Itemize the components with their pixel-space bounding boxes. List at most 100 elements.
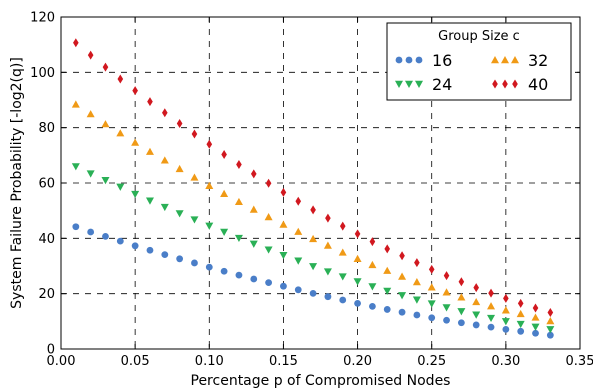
data-point (532, 329, 539, 337)
data-point (487, 314, 496, 323)
legend-item-32: 32 (491, 51, 548, 70)
data-point (102, 232, 109, 240)
data-point (175, 164, 184, 173)
data-point (354, 229, 361, 239)
data-point (116, 183, 125, 191)
data-point (353, 278, 362, 286)
legend-marker (405, 56, 413, 64)
legend-marker (511, 56, 519, 64)
data-point (546, 317, 555, 325)
legend-marker (502, 79, 508, 89)
data-point (175, 210, 184, 218)
data-point (145, 147, 154, 155)
data-point (383, 287, 392, 295)
data-point (501, 306, 510, 314)
data-point (279, 252, 288, 260)
data-point (176, 119, 183, 129)
data-point (206, 139, 213, 149)
data-point (501, 318, 510, 326)
data-point (310, 205, 316, 215)
data-point (516, 309, 525, 318)
data-point (250, 169, 257, 179)
data-point (309, 234, 318, 243)
data-point (398, 272, 407, 280)
data-point (86, 170, 95, 178)
data-point (457, 293, 466, 301)
data-point (412, 278, 421, 286)
legend-label: 32 (528, 51, 548, 70)
legend-item-40: 40 (492, 75, 548, 94)
data-point (249, 240, 258, 248)
legend-marker (512, 79, 518, 89)
data-point (531, 323, 540, 331)
x-tick-label: 0.00 (47, 354, 76, 369)
data-point (413, 311, 421, 319)
legend-items: 16 24 32 40 (395, 51, 548, 94)
data-point (131, 242, 139, 250)
data-point (457, 319, 465, 327)
data-point (87, 50, 94, 60)
data-point (132, 86, 138, 96)
data-point (412, 296, 421, 304)
series-32 (71, 100, 555, 325)
data-point (473, 283, 479, 293)
y-tick-label: 20 (38, 287, 55, 302)
data-point (234, 197, 243, 206)
legend-label: 24 (432, 75, 452, 94)
data-point (191, 129, 198, 139)
data-point (86, 110, 95, 118)
data-point (116, 129, 125, 137)
data-point (162, 108, 168, 118)
data-point (368, 260, 377, 269)
data-point (147, 97, 153, 107)
x-tick-label: 0.10 (195, 354, 224, 369)
x-tick-label: 0.15 (269, 354, 298, 369)
data-point (87, 228, 95, 236)
data-point (309, 263, 318, 271)
legend-marker (395, 56, 403, 64)
legend-label: 16 (432, 51, 452, 70)
data-point (531, 313, 540, 321)
data-point (398, 308, 406, 316)
data-point (323, 241, 332, 249)
data-point (295, 196, 302, 206)
legend-item-16: 16 (395, 51, 452, 70)
data-point (160, 203, 169, 212)
data-point (220, 228, 229, 236)
data-point (131, 138, 140, 146)
data-point (205, 222, 214, 230)
data-point (472, 297, 481, 306)
data-point (235, 271, 243, 279)
data-point (339, 296, 347, 304)
data-point (71, 100, 80, 108)
y-tick-label: 0 (47, 343, 55, 358)
legend-marker (501, 56, 509, 64)
data-point (398, 292, 407, 300)
data-point (72, 223, 80, 231)
data-point (487, 302, 496, 310)
data-point (205, 181, 214, 189)
data-point (442, 288, 451, 296)
legend-marker (492, 79, 498, 89)
data-point (547, 307, 554, 317)
data-point (309, 289, 317, 297)
data-point (428, 314, 436, 322)
data-point (250, 275, 258, 283)
data-point (427, 300, 436, 308)
data-point (265, 279, 272, 286)
y-tick-label: 120 (30, 11, 55, 26)
data-point (190, 216, 199, 224)
data-point (546, 326, 555, 334)
data-point (101, 177, 110, 185)
data-point (384, 244, 391, 254)
x-tick-label: 0.20 (343, 354, 372, 369)
data-point (234, 234, 243, 243)
y-tick-label: 60 (38, 177, 55, 192)
data-point (294, 286, 302, 294)
data-point (323, 268, 332, 276)
data-point (339, 221, 346, 231)
axis-ticks: 0.00 0.05 0.10 0.15 0.20 0.25 0.30 0.35 0 20 40 60 8… (30, 11, 593, 370)
x-axis-label: Percentage p of Compromised Nodes (191, 373, 451, 389)
series-24 (71, 163, 555, 334)
